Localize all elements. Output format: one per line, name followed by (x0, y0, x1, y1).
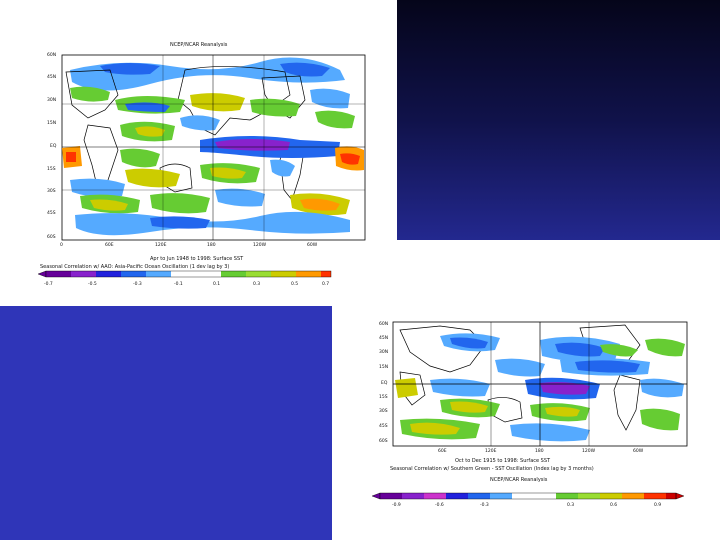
map-2-colorbar-label: -0.3 (480, 503, 489, 508)
map-2-lat-label: 15N (379, 365, 389, 370)
map-1-colorbar-label: 0.3 (253, 282, 261, 287)
map-2-lon-label: 60E (438, 449, 447, 454)
map-1-lon-label: 120E (155, 243, 167, 248)
map-1-lat-label: 45N (47, 75, 57, 80)
map-2-lat-label: 60S (379, 439, 388, 444)
map-1-colorbar-label: -0.7 (44, 282, 53, 287)
map-2-lat-label: 15S (379, 395, 388, 400)
map-2-colorbar-label: 0.9 (654, 503, 662, 508)
map-1-caption-line-1: Apr to Jun 1948 to 1998: Surface SST (150, 256, 244, 262)
map-2-lat-label: 30N (379, 350, 389, 355)
map-1-colorbar-label: -0.5 (88, 282, 97, 287)
map-1-colorbar-label: -0.3 (133, 282, 142, 287)
map-1-lat-label: 30N (47, 98, 57, 103)
dark-blue-panel (397, 0, 720, 240)
map-2-lon-label: 120W (582, 449, 596, 454)
map-1-lat-label: 30S (47, 189, 56, 194)
map-1-lat-label: 60N (47, 53, 57, 58)
map-2-lat-label: 30S (379, 409, 388, 414)
map-1-lat-label: EQ (50, 144, 57, 149)
map-1-lat-label: 45S (47, 211, 56, 216)
map-1-colorbar-label: 0.7 (322, 282, 330, 287)
map-2-colorbar-label: 0.3 (567, 503, 575, 508)
map-1-lat-label: 15N (47, 121, 57, 126)
map-2-lat-label: 45N (379, 336, 389, 341)
map-1-colorbar-label: 0.5 (291, 282, 299, 287)
map-1-lon-label: 120W (253, 243, 267, 248)
map-1-colorbar-label: -0.1 (174, 282, 183, 287)
map-2-lon-label: 180 (535, 449, 544, 454)
map-1-title: NCEP/NCAR Reanalysis (170, 42, 228, 48)
map-2-lat-label: EQ (381, 381, 388, 386)
map-2-lat-label: 60N (379, 322, 389, 327)
map-2-colorbar-label: -0.9 (392, 503, 401, 508)
map-2-lat-label: 45S (379, 424, 388, 429)
map-1-lat-label: 60S (47, 235, 56, 240)
map-2-colorbar-label: -0.6 (435, 503, 444, 508)
map-1-colorbar-label: 0.1 (213, 282, 221, 287)
map-2-caption-line-2: Seasonal Correlation w/ Southern Green -… (390, 466, 594, 472)
map-1-lon-label: 60W (307, 243, 318, 248)
map-2-lon-label: 60W (633, 449, 644, 454)
map-2-colorbar-label: 0.6 (610, 503, 618, 508)
blue-panel (0, 306, 332, 540)
map-2-caption-line-1: Oct to Dec 1915 to 1998: Surface SST (455, 458, 551, 464)
map-1-lat-label: 15S (47, 167, 56, 172)
map-1-lon-label: 60E (105, 243, 114, 248)
map-1-caption-line-2: Seasonal Correlation w/ AAO: Asia-Pacifi… (40, 264, 230, 270)
map-1-lon-label: 180 (207, 243, 216, 248)
map-1-lon-label: 0 (60, 243, 63, 248)
map-2-lon-label: 120E (485, 449, 497, 454)
map-2-caption-line-3: NCEP/NCAR Reanalysis (490, 477, 548, 483)
